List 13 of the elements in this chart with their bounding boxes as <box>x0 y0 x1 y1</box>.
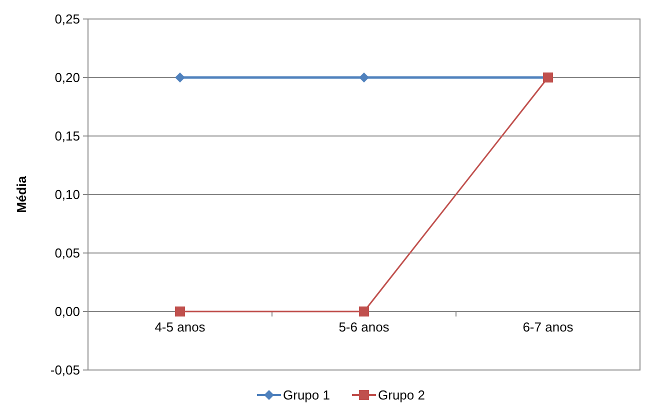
y-tick-label: 0,00 <box>54 304 80 320</box>
y-tick-label: 0,15 <box>54 128 80 144</box>
x-tick-label: 5-6 anos <box>338 320 390 334</box>
y-tick-label: 0,05 <box>54 246 80 261</box>
y-tick-label: 0,10 <box>54 187 80 202</box>
y-tick-label: 0,20 <box>54 70 80 86</box>
x-tick-label: 4-5 anos <box>154 320 206 334</box>
legend-label: Grupo 1 <box>283 388 330 403</box>
y-axis-title: Média <box>14 175 29 213</box>
y-tick-label: -0,05 <box>50 362 80 378</box>
x-tick-label: 6-7 anos <box>522 320 574 334</box>
y-tick-label: 0,25 <box>54 12 80 27</box>
legend-label: Grupo 2 <box>378 388 425 403</box>
